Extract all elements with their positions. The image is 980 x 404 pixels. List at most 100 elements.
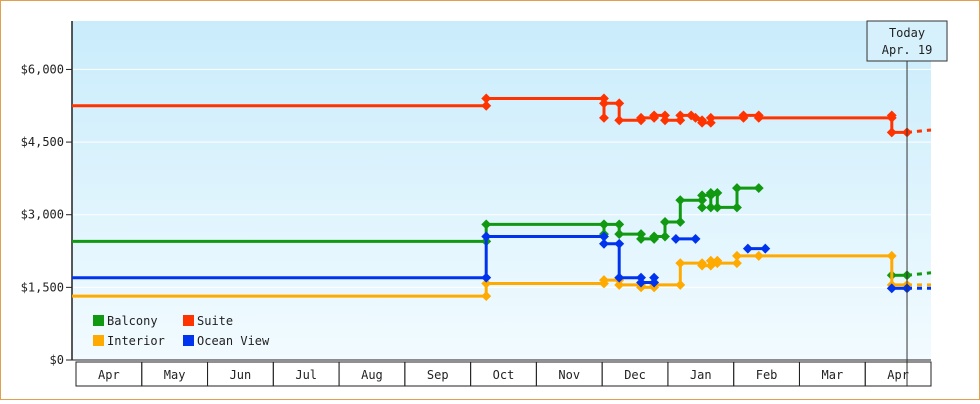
data-point[interactable] [481, 278, 492, 289]
legend[interactable]: Balcony Suite Interior Ocean View [93, 314, 270, 348]
data-point[interactable] [690, 233, 701, 244]
data-point[interactable] [732, 202, 742, 213]
data-point[interactable] [886, 110, 897, 121]
data-point[interactable] [675, 110, 686, 121]
legend-swatch [183, 315, 194, 326]
y-tick-label: $0 [50, 353, 64, 367]
month-label: Apr [887, 368, 909, 382]
today-box [866, 20, 948, 62]
data-point[interactable] [649, 272, 660, 283]
data-point[interactable] [660, 115, 670, 126]
month-label: May [164, 368, 186, 382]
data-point[interactable] [675, 258, 686, 269]
data-point[interactable] [614, 219, 625, 230]
data-point[interactable] [649, 231, 660, 242]
data-point[interactable] [660, 231, 670, 242]
data-point[interactable] [599, 231, 609, 242]
series-projection [906, 271, 932, 277]
month-label: Feb [756, 368, 778, 382]
legend-label: Balcony [107, 314, 158, 328]
data-point[interactable] [712, 187, 723, 198]
data-point[interactable] [705, 187, 716, 198]
data-point[interactable] [649, 110, 660, 121]
data-point[interactable] [697, 190, 708, 201]
legend-label: Suite [197, 314, 233, 328]
data-point[interactable] [732, 250, 742, 261]
month-label: Sep [427, 368, 449, 382]
data-point[interactable] [614, 272, 625, 283]
month-label: Nov [558, 368, 580, 382]
month-label: Jun [230, 368, 252, 382]
data-point[interactable] [886, 127, 897, 138]
data-point[interactable] [614, 229, 625, 240]
data-point[interactable] [753, 183, 764, 194]
plot-background [72, 21, 931, 360]
data-point[interactable] [697, 202, 708, 213]
data-point[interactable] [705, 112, 716, 123]
data-point[interactable] [481, 231, 492, 242]
y-tick-label: $4,500 [21, 135, 64, 149]
gridlines [72, 68, 931, 288]
data-point[interactable] [599, 112, 609, 123]
data-point[interactable] [886, 250, 897, 261]
legend-swatch [93, 315, 104, 326]
month-axis: Apr May Jun Jul Aug Sep Oct Nov Dec Jan Feb Mar Apr [75, 361, 932, 387]
month-label: Dec [624, 368, 646, 382]
data-point[interactable] [636, 112, 646, 123]
y-tick-label: $1,500 [21, 280, 64, 294]
today-label: Today [889, 26, 925, 40]
data-point[interactable] [675, 195, 686, 206]
data-point[interactable] [697, 260, 708, 271]
data-point[interactable] [599, 219, 609, 230]
month-label: Aug [361, 368, 383, 382]
axes: $0 $1,500 $3,000 $4,500 $6,000 [21, 21, 931, 367]
data-point[interactable] [599, 238, 609, 249]
data-point[interactable] [732, 258, 742, 269]
data-point[interactable] [670, 233, 681, 244]
legend-swatch [183, 335, 194, 346]
data-point[interactable] [481, 219, 492, 230]
legend-item[interactable]: Ocean View [183, 334, 270, 348]
today-marker: Today Apr. 19 [866, 20, 948, 386]
data-point[interactable] [675, 217, 686, 227]
data-point[interactable] [753, 112, 764, 123]
legend-swatch [93, 335, 104, 346]
series-layer [72, 93, 932, 302]
legend-item[interactable]: Suite [183, 314, 233, 328]
data-point[interactable] [697, 117, 708, 128]
today-date: Apr. 19 [882, 43, 933, 57]
data-point[interactable] [614, 98, 625, 109]
legend-label: Interior [107, 334, 165, 348]
y-tick-label: $3,000 [21, 208, 64, 222]
month-label: Jul [295, 368, 317, 382]
data-point[interactable] [599, 98, 609, 109]
data-point[interactable] [712, 202, 723, 213]
data-point[interactable] [732, 183, 742, 194]
series-projection [906, 128, 932, 134]
data-point[interactable] [614, 279, 625, 290]
month-label: Apr [98, 368, 120, 382]
data-point[interactable] [753, 250, 764, 261]
data-point[interactable] [675, 279, 686, 290]
data-point[interactable] [712, 258, 723, 269]
data-point[interactable] [738, 110, 749, 121]
data-point[interactable] [705, 202, 716, 213]
data-point[interactable] [636, 233, 646, 244]
legend-item[interactable]: Balcony [93, 314, 158, 328]
data-point[interactable] [660, 217, 670, 227]
legend-item[interactable]: Interior [93, 334, 165, 348]
data-point[interactable] [636, 277, 646, 288]
month-label: Mar [822, 368, 844, 382]
data-point[interactable] [614, 238, 625, 249]
month-label: Jan [690, 368, 712, 382]
y-tick-label: $6,000 [21, 62, 64, 76]
data-point[interactable] [481, 291, 492, 302]
data-point[interactable] [742, 243, 753, 254]
data-point[interactable] [760, 243, 771, 254]
data-point[interactable] [886, 283, 897, 294]
data-point[interactable] [599, 275, 609, 286]
data-point[interactable] [614, 115, 625, 126]
data-point[interactable] [481, 272, 492, 283]
